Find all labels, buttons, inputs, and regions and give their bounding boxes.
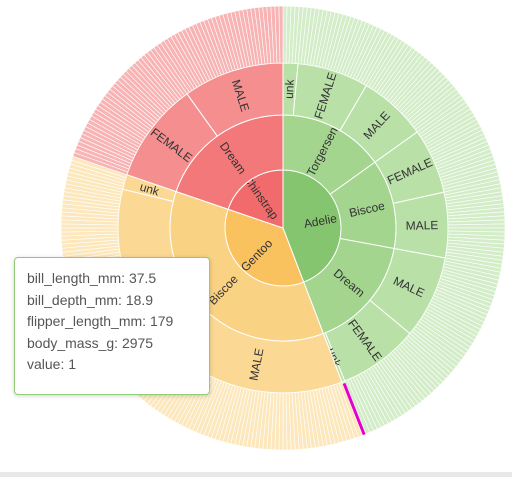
sex-label-adelie-biscoe-male: MALE bbox=[406, 218, 439, 233]
tooltip-body-mass: body_mass_g: 2975 bbox=[27, 334, 154, 351]
penguin-chinstrap-dream-male-34[interactable] bbox=[278, 5, 284, 64]
penguin-gentoo-biscoe-female-45[interactable] bbox=[60, 227, 119, 233]
tooltip-value: value: 1 bbox=[27, 356, 77, 372]
tooltip: bill_length_mm: 37.5 bill_depth_mm: 18.9… bbox=[14, 257, 210, 395]
sex-label-gentoo-biscoe-male: MALE bbox=[247, 347, 267, 382]
tooltip-bill-depth: bill_depth_mm: 18.9 bbox=[27, 291, 154, 308]
species-label-adelie: Adelie bbox=[303, 211, 339, 231]
bottom-scrollbar[interactable] bbox=[0, 472, 512, 477]
sex-label-adelie-torgersen-unk: unk bbox=[282, 78, 297, 99]
tooltip-flipper-length: flipper_length_mm: 179 bbox=[27, 313, 174, 329]
highlighted-penguin-wedge[interactable] bbox=[342, 382, 366, 436]
tooltip-bill-length: bill_length_mm: 37.5 bbox=[27, 270, 157, 286]
penguin-adelie-biscoe-male-12[interactable] bbox=[447, 223, 506, 229]
penguin-gentoo-biscoe-male-20[interactable] bbox=[282, 392, 288, 451]
